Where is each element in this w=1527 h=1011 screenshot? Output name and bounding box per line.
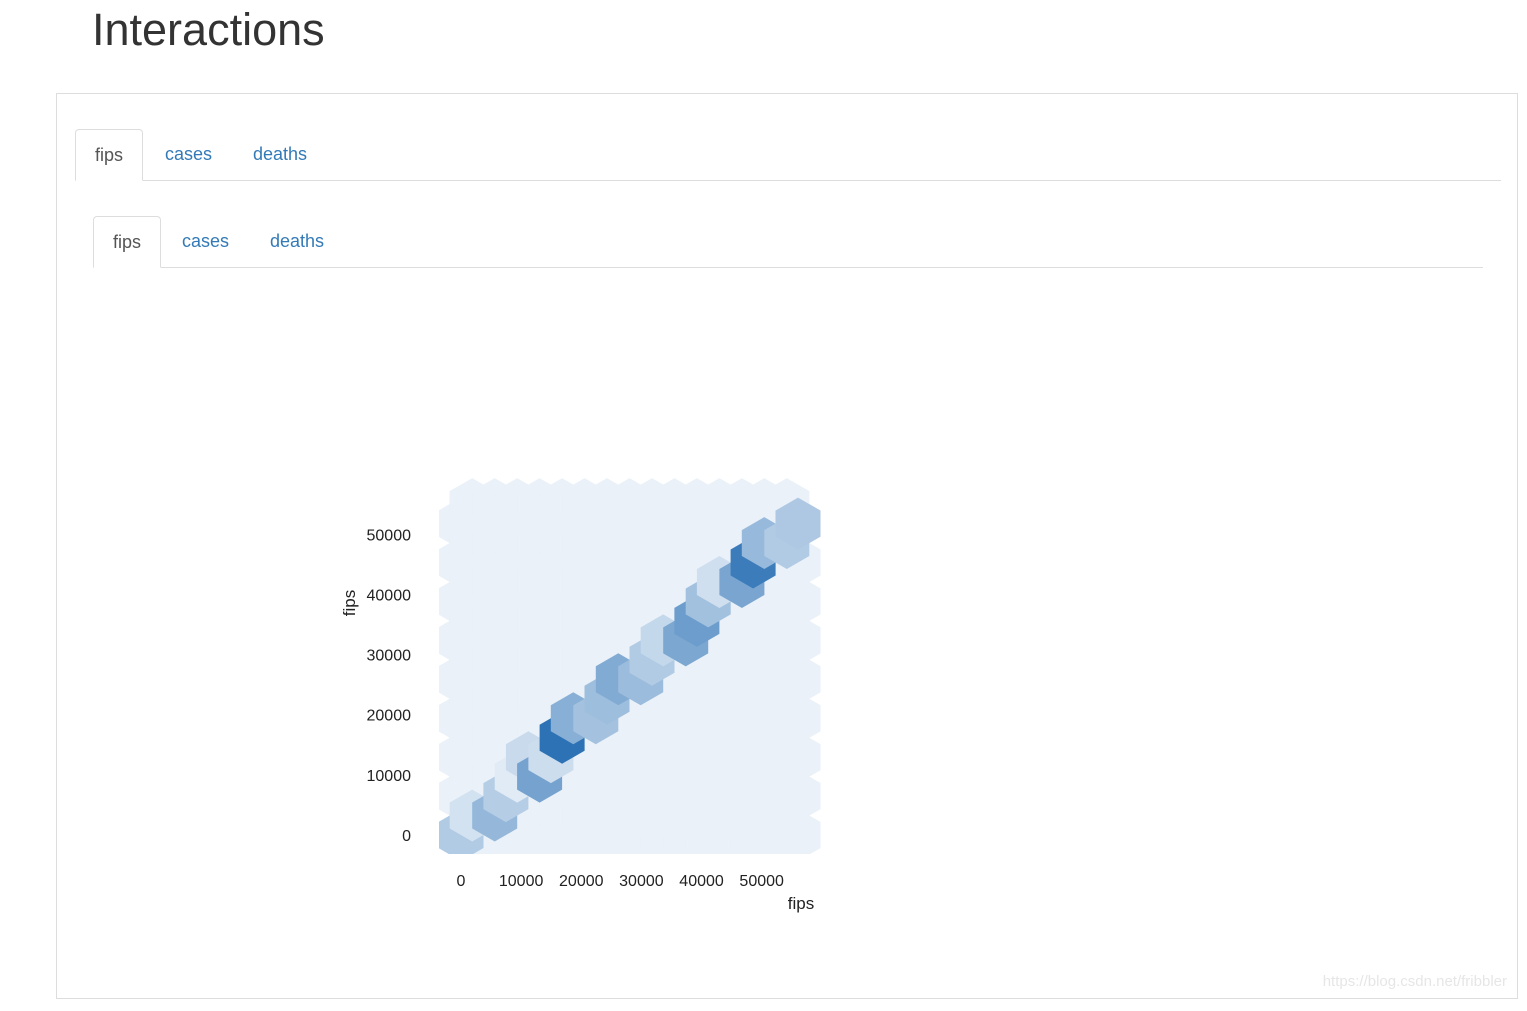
outer-tab-fips[interactable]: fips bbox=[75, 129, 144, 181]
inner-tab-fips[interactable]: fips bbox=[93, 216, 162, 268]
hex-layer-clipped bbox=[439, 478, 821, 854]
outer-tab-bar: fips cases deaths bbox=[75, 129, 1501, 181]
mask-left bbox=[357, 294, 439, 914]
hex-empty bbox=[764, 789, 810, 842]
hex-bin bbox=[775, 497, 821, 550]
hex-empty bbox=[764, 750, 810, 803]
x-tick-label: 30000 bbox=[619, 873, 664, 890]
inner-tab-bar: fips cases deaths bbox=[93, 216, 1483, 268]
x-tick-label: 10000 bbox=[499, 873, 544, 890]
inner-tab-deaths[interactable]: deaths bbox=[270, 231, 325, 251]
hex-empty bbox=[764, 672, 810, 725]
inner-tab-cases[interactable]: cases bbox=[182, 231, 230, 251]
mask-bottom bbox=[357, 854, 1257, 914]
x-axis-label: fips bbox=[788, 894, 814, 913]
hex-empty bbox=[764, 711, 810, 764]
plot-edge-mask bbox=[357, 294, 1282, 914]
page-title: Interactions bbox=[92, 4, 325, 55]
hex-empty bbox=[764, 633, 810, 686]
mask-right bbox=[1162, 294, 1282, 914]
hexbin-chart: 0 10000 20000 30000 40000 50000 0 10000 20000 300… bbox=[340, 294, 1282, 914]
y-tick-label: 50000 bbox=[367, 527, 412, 544]
watermark: https://blog.csdn.net/fribbler bbox=[1322, 973, 1507, 990]
mask-top bbox=[357, 294, 1257, 352]
interactions-panel: fips cases deaths fips cases deaths 0 100… bbox=[56, 93, 1518, 999]
outer-tab-deaths[interactable]: deaths bbox=[253, 144, 308, 164]
axis-ticks: 0 10000 20000 30000 40000 50000 0 10000 20000 300… bbox=[367, 527, 785, 890]
y-tick-label: 0 bbox=[402, 828, 411, 845]
x-tick-label: 20000 bbox=[559, 873, 604, 890]
outer-tab-cases[interactable]: cases bbox=[165, 144, 213, 164]
y-tick-label: 30000 bbox=[367, 648, 412, 665]
y-tick-label: 40000 bbox=[367, 587, 412, 604]
x-tick-label: 50000 bbox=[739, 873, 784, 890]
x-tick-label: 0 bbox=[457, 873, 466, 890]
y-tick-label: 20000 bbox=[367, 708, 412, 725]
hex-empty bbox=[764, 594, 810, 647]
x-tick-label: 40000 bbox=[679, 873, 724, 890]
y-axis-label: fips bbox=[340, 590, 359, 616]
y-tick-label: 10000 bbox=[367, 768, 412, 785]
